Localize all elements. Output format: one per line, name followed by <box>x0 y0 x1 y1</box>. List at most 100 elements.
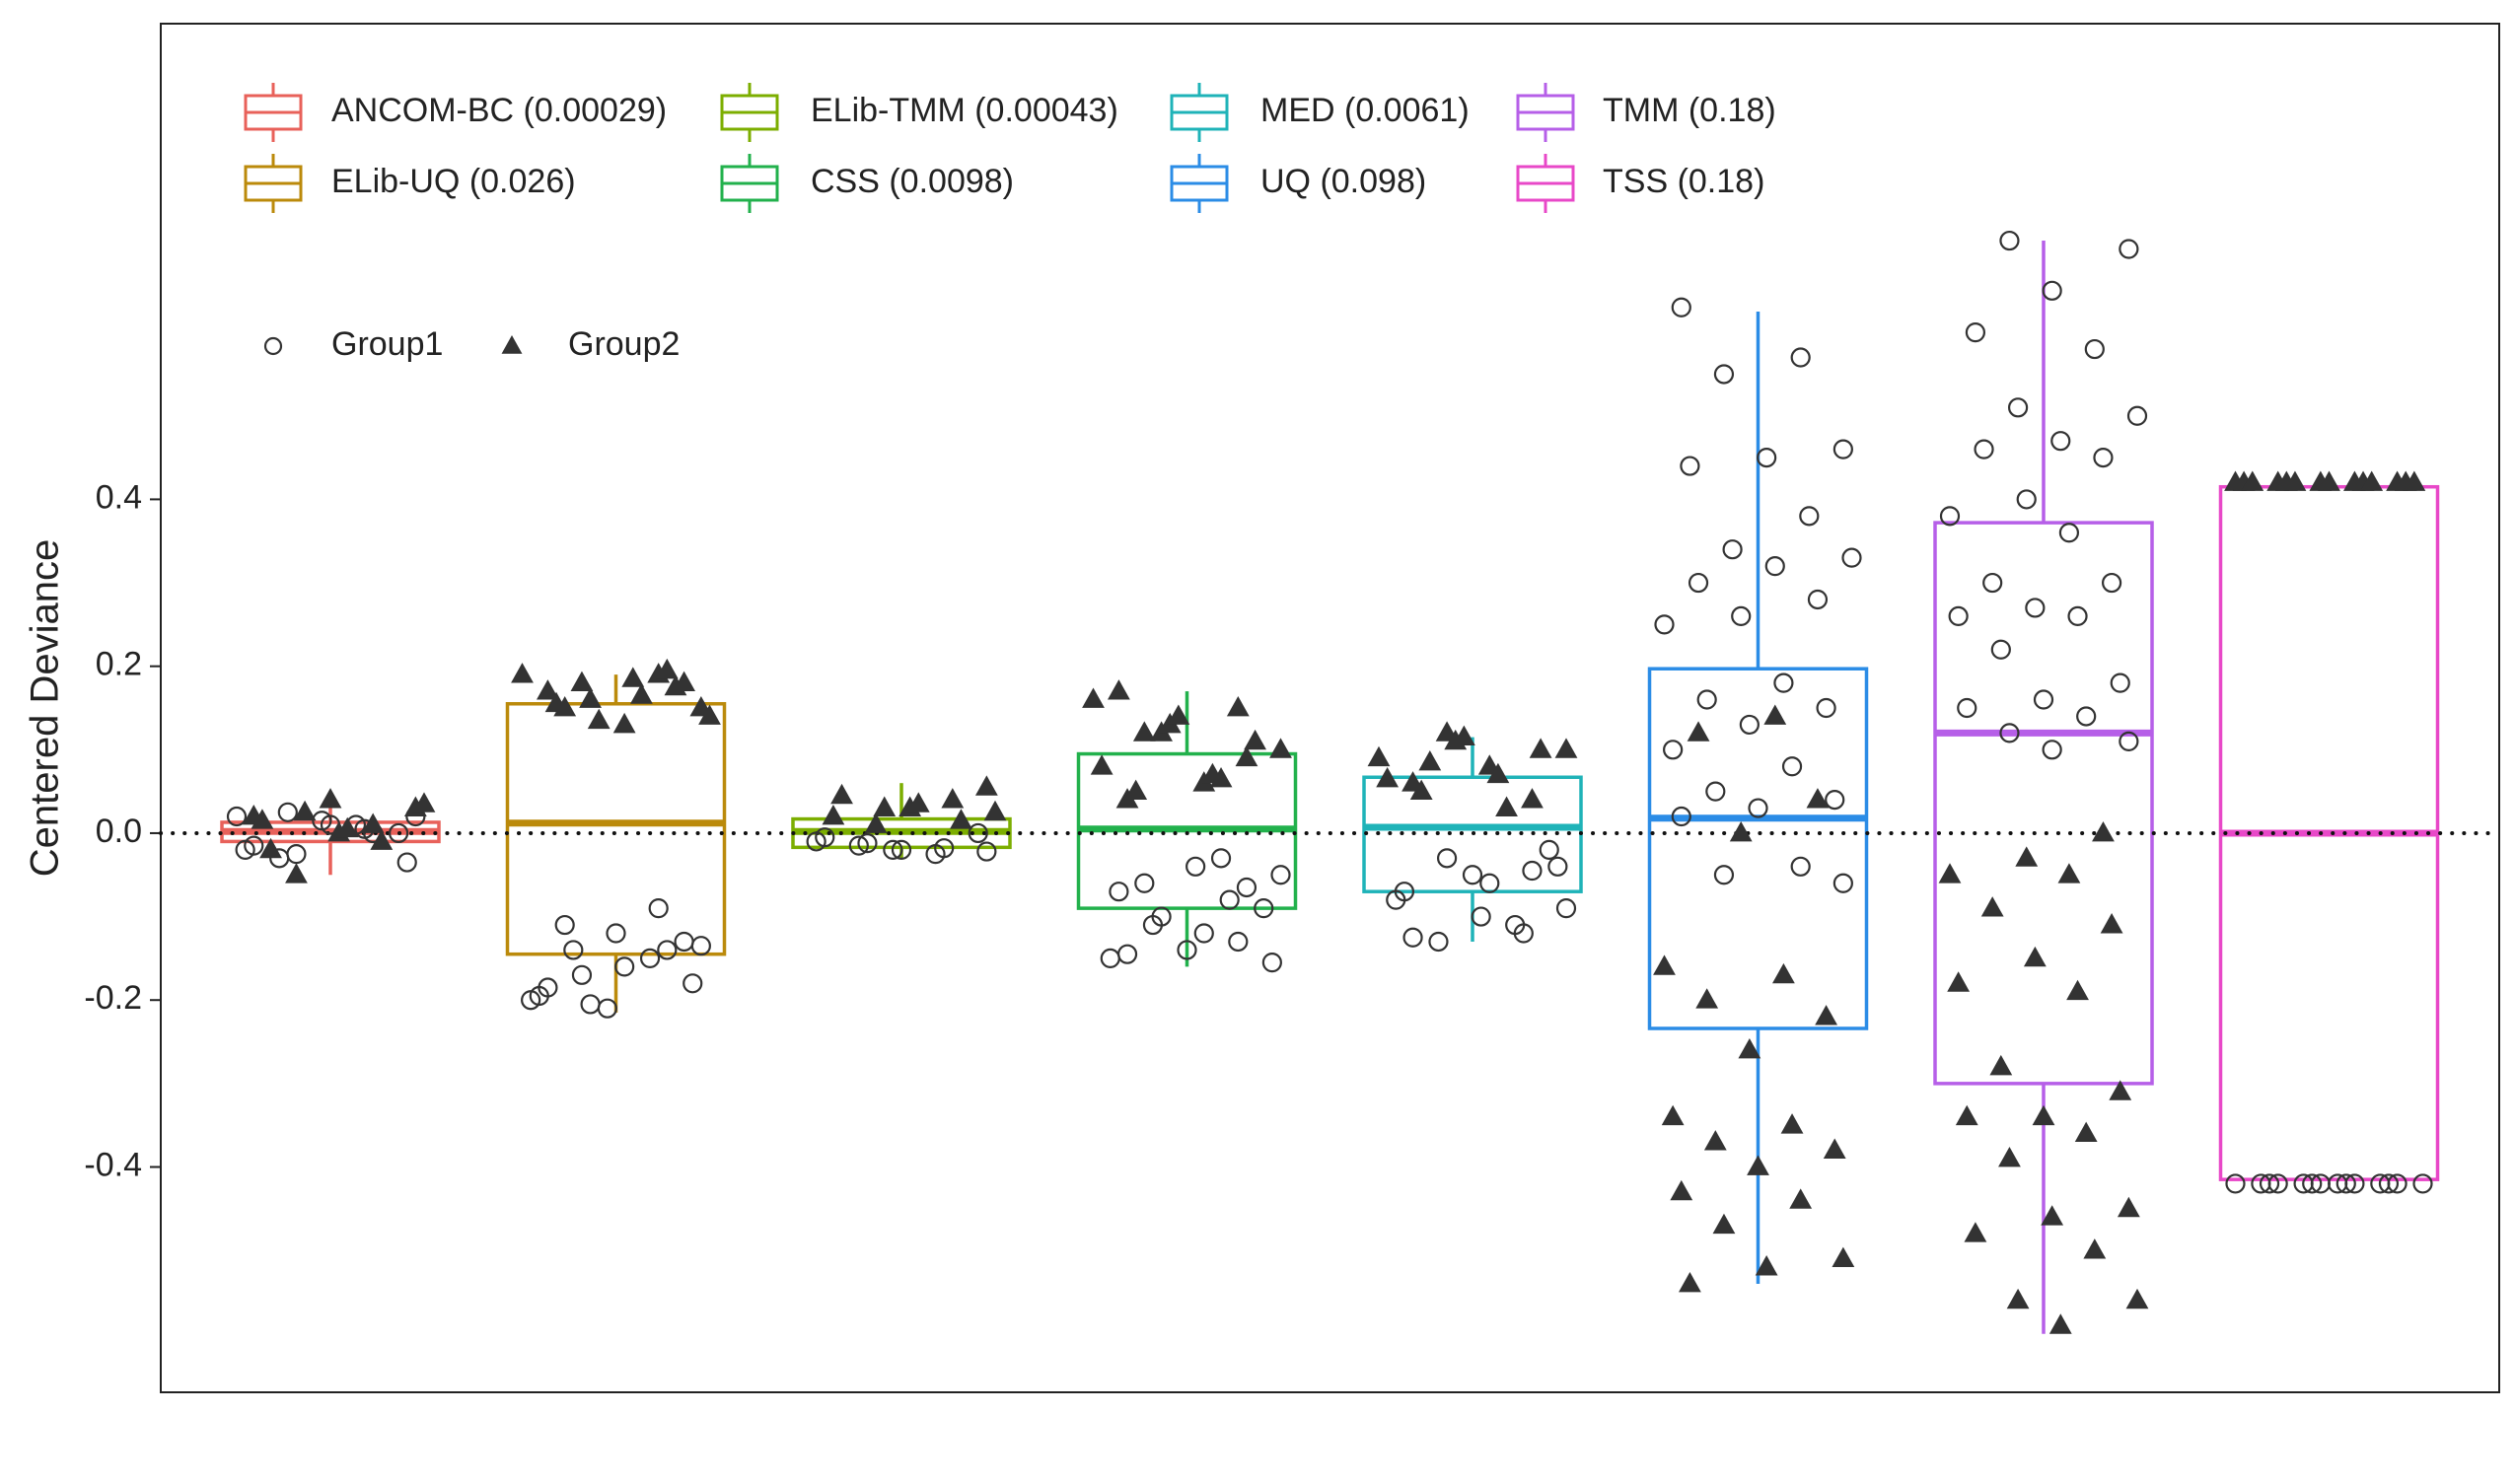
legend-label: ELib-UQ (0.026) <box>331 163 576 200</box>
group2-point <box>1695 988 1719 1009</box>
group2-point <box>412 792 436 813</box>
group2-point <box>537 679 559 700</box>
group1-point <box>2076 706 2097 727</box>
group1-point <box>1663 740 1684 760</box>
group1-point <box>244 835 264 856</box>
group1-point <box>1764 556 1785 577</box>
group2-point <box>1521 788 1544 809</box>
group1-point <box>2042 740 2062 760</box>
group2-point <box>2318 470 2340 491</box>
group2-point <box>698 704 721 725</box>
group2-point <box>1789 1188 1813 1209</box>
group1-point <box>388 822 409 844</box>
group1-point <box>1539 839 1559 860</box>
group1-point <box>2225 1173 2246 1194</box>
group1-point <box>2310 1173 2331 1194</box>
group1-point <box>2110 672 2130 693</box>
group2-point <box>1452 725 1475 746</box>
group2-point <box>1955 1104 1978 1126</box>
group2-point <box>1679 1271 1701 1293</box>
group2-point <box>2057 863 2081 883</box>
group1-point <box>968 822 988 844</box>
group2-point <box>1167 704 1190 725</box>
group2-point <box>1823 1138 1846 1159</box>
legend-label: UQ (0.098) <box>1260 163 1426 200</box>
group1-point <box>1193 923 1214 944</box>
group1-point <box>2033 689 2054 710</box>
group1-point <box>648 898 669 919</box>
group2-point <box>1980 896 2004 917</box>
group2-point <box>1670 1179 1693 1201</box>
group1-point <box>1832 439 1853 459</box>
group2-point <box>2360 470 2384 491</box>
group2-point <box>1703 1130 1727 1151</box>
group1-point <box>1219 889 1240 910</box>
group2-point <box>1409 779 1433 801</box>
group2-point <box>1367 745 1391 767</box>
group1-point <box>934 838 955 859</box>
group1-point <box>1757 447 1777 468</box>
group1-point <box>1990 639 2011 660</box>
box <box>1647 667 1869 1030</box>
group1-point <box>1109 882 1129 902</box>
group2-point <box>1687 721 1710 742</box>
group2-point <box>1815 1005 1837 1025</box>
group2-point <box>2048 1313 2072 1334</box>
group1-point <box>891 839 912 860</box>
group2-point <box>1729 820 1753 842</box>
group1-point <box>554 914 575 936</box>
group2-point <box>1947 971 1971 992</box>
group1-point <box>1116 944 1138 964</box>
group1-point <box>639 948 661 969</box>
group2-point <box>570 671 594 692</box>
legend-label: ANCOM-BC (0.00029) <box>331 92 667 129</box>
group2-point <box>2403 470 2426 491</box>
y-tick-label: 0.0 <box>96 813 142 850</box>
box <box>505 702 727 956</box>
group2-point <box>1376 766 1400 788</box>
group1-point <box>2025 598 2046 618</box>
group1-point <box>848 835 869 856</box>
group1-point <box>1177 940 1197 960</box>
group1-point <box>2101 572 2122 594</box>
legend-label: CSS (0.0098) <box>811 163 1014 200</box>
group2-point <box>2032 1104 2055 1126</box>
group1-point <box>1999 230 2020 251</box>
group2-point <box>1495 796 1518 816</box>
group2-point <box>319 788 342 809</box>
group1-point <box>1471 906 1491 927</box>
group2-point <box>1209 766 1233 788</box>
group1-point <box>657 940 678 960</box>
group2-point <box>1712 1213 1736 1235</box>
group1-point <box>2007 397 2029 418</box>
group2-point <box>2241 470 2264 491</box>
group2-point <box>1269 738 1292 758</box>
group1-point <box>1705 781 1726 802</box>
group1-point <box>1688 572 1709 594</box>
group1-point <box>1151 906 1172 927</box>
y-tick-label: 0.4 <box>96 478 142 516</box>
group1-point <box>2119 731 2139 751</box>
legend-marker <box>263 336 283 356</box>
group2-point <box>621 667 645 687</box>
group1-point <box>1999 723 2020 743</box>
y-tick-label: -0.4 <box>84 1146 142 1183</box>
group1-point <box>2067 605 2088 627</box>
group1-point <box>1939 506 1961 527</box>
group2-point <box>1998 1147 2021 1167</box>
legend-label: TSS (0.18) <box>1603 163 1764 200</box>
group2-point <box>2092 820 2115 842</box>
group2-point <box>2066 979 2089 1001</box>
group2-point <box>2006 1288 2030 1309</box>
group1-point <box>1402 927 1423 948</box>
group2-point <box>2083 1238 2107 1259</box>
group2-point <box>822 805 845 825</box>
group2-point <box>1964 1222 1987 1242</box>
group1-point <box>1948 605 1969 627</box>
group2-point <box>1226 696 1250 717</box>
group1-point <box>1773 672 1794 693</box>
group1-point <box>1555 898 1577 919</box>
group2-point <box>1108 679 1130 700</box>
